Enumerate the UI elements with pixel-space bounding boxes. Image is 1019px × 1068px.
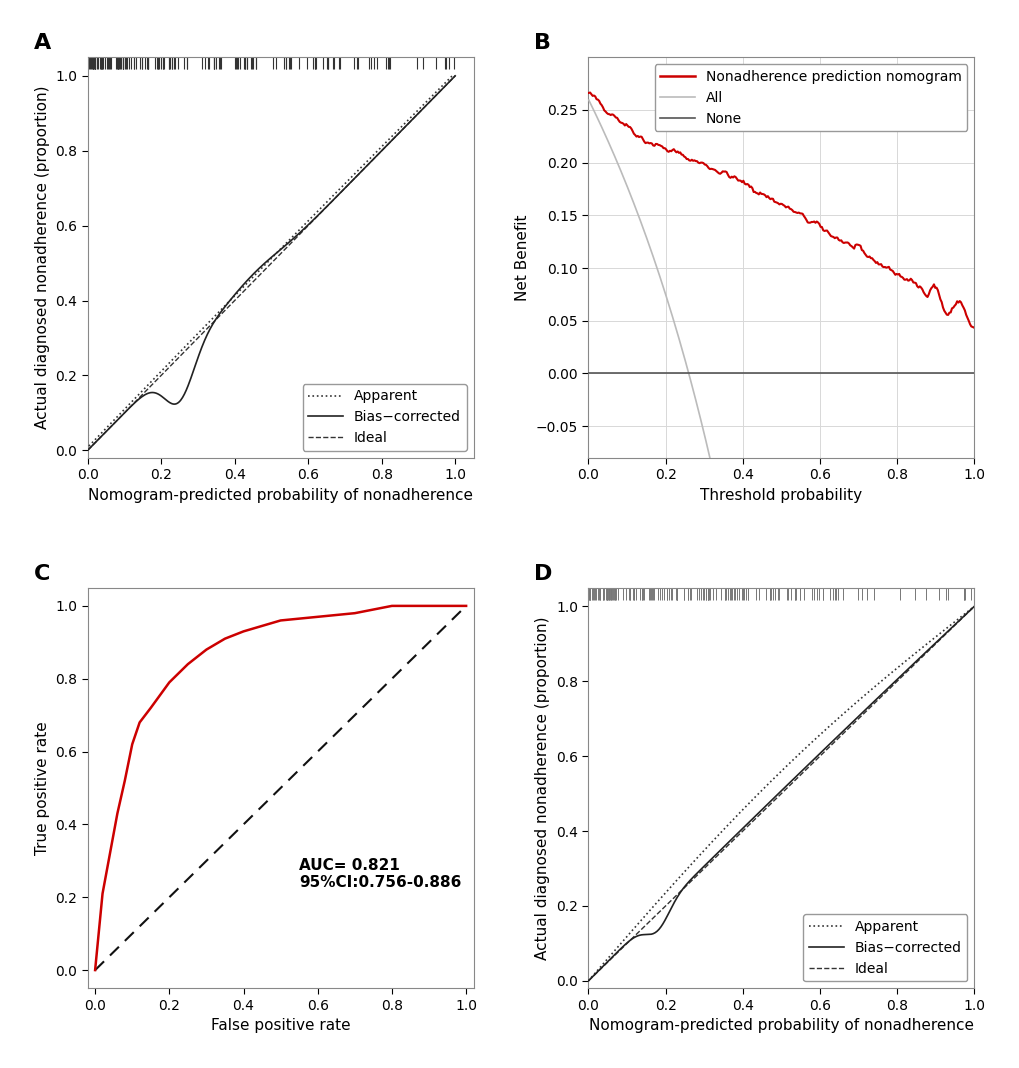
- Y-axis label: True positive rate: True positive rate: [35, 721, 50, 854]
- X-axis label: False positive rate: False positive rate: [211, 1018, 351, 1033]
- Legend: Apparent, Bias−corrected, Ideal: Apparent, Bias−corrected, Ideal: [803, 914, 966, 981]
- Text: D: D: [534, 564, 552, 583]
- Y-axis label: Net Benefit: Net Benefit: [515, 215, 530, 301]
- Legend: Nonadherence prediction nomogram, All, None: Nonadherence prediction nomogram, All, N…: [654, 64, 966, 131]
- X-axis label: Nomogram-predicted probability of nonadherence: Nomogram-predicted probability of nonadh…: [88, 488, 473, 503]
- Y-axis label: Actual diagnosed nonadherence (proportion): Actual diagnosed nonadherence (proportio…: [35, 85, 50, 429]
- Text: C: C: [34, 564, 50, 583]
- Text: A: A: [34, 33, 51, 53]
- Text: B: B: [534, 33, 551, 53]
- Y-axis label: Actual diagnosed nonadherence (proportion): Actual diagnosed nonadherence (proportio…: [535, 616, 550, 960]
- Text: AUC= 0.821
95%CI:0.756-0.886: AUC= 0.821 95%CI:0.756-0.886: [299, 858, 461, 890]
- X-axis label: Nomogram-predicted probability of nonadherence: Nomogram-predicted probability of nonadh…: [588, 1018, 973, 1033]
- Legend: Apparent, Bias−corrected, Ideal: Apparent, Bias−corrected, Ideal: [303, 383, 466, 451]
- X-axis label: Threshold probability: Threshold probability: [700, 488, 862, 503]
